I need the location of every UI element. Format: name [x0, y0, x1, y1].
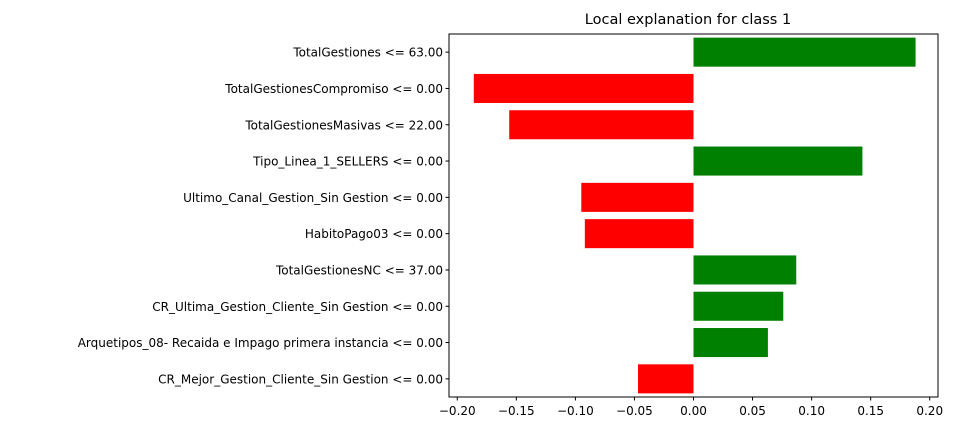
bar [581, 182, 694, 212]
bar [509, 110, 694, 140]
y-tick-labels: TotalGestiones <= 63.00 TotalGestionesCom… [78, 46, 449, 386]
bar [693, 255, 797, 285]
bar [584, 219, 694, 249]
x-tick-label: 0.05 [739, 404, 766, 418]
bar [693, 37, 916, 67]
bar [473, 73, 694, 103]
bar [637, 364, 694, 394]
y-tick-label: Arquetipos_08- Recaida e Impago primera … [78, 336, 443, 350]
x-tick-label: 0.20 [916, 404, 943, 418]
y-tick-label: CR_Mejor_Gestion_Cliente_Sin Gestion <= … [158, 372, 443, 386]
x-tick-label: 0.00 [680, 404, 707, 418]
x-tick-label: 0.15 [857, 404, 884, 418]
y-tick-label: Tipo_Linea_1_SELLERS <= 0.00 [252, 155, 443, 169]
bar [693, 146, 863, 176]
y-tick-label: Ultimo_Canal_Gestion_Sin Gestion <= 0.00 [183, 191, 443, 205]
bars-layer [473, 37, 916, 394]
y-tick-label: TotalGestiones <= 63.00 [292, 46, 443, 60]
plot-frame [448, 33, 939, 398]
x-tick-label: 0.10 [798, 404, 825, 418]
y-tick-label: TotalGestionesMasivas <= 22.00 [244, 118, 443, 132]
x-tick-label: −0.05 [616, 404, 653, 418]
y-tick-label: TotalGestionesCompromiso <= 0.00 [224, 82, 443, 96]
bar [693, 291, 784, 321]
x-tick-label: −0.20 [439, 404, 476, 418]
bar [693, 328, 768, 358]
x-axis: −0.20 −0.15 −0.10 −0.05 0.00 0.05 0.10 0.15 0.20 [439, 397, 943, 418]
x-tick-label: −0.10 [557, 404, 594, 418]
y-tick-label: HabitoPago03 <= 0.00 [305, 227, 443, 241]
y-tick-label: TotalGestionesNC <= 37.00 [275, 263, 443, 277]
chart-title: Local explanation for class 1 [585, 12, 791, 28]
y-tick-label: CR_Ultima_Gestion_Cliente_Sin Gestion <=… [152, 300, 443, 314]
x-tick-label: −0.15 [498, 404, 535, 418]
